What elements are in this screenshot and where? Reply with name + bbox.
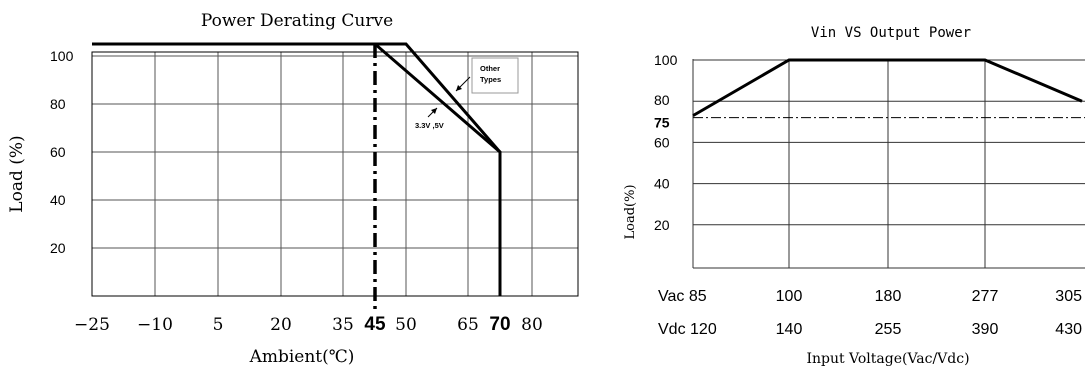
left-x-tick: 65 [457,315,479,335]
right-y-tick: 60 [654,134,670,150]
right-grid [692,59,1085,269]
left-y-tick: 80 [50,96,66,112]
right-x-tick-vac: 100 [776,288,803,305]
left-x-tick: −10 [137,315,173,335]
right-y-tick: 75 [654,115,670,131]
right-y-tick: 80 [654,92,670,108]
right-x-tick-vac: 180 [875,288,902,305]
left-x-tick: 5 [213,315,224,335]
right-x-tick-vdc: 140 [776,321,803,338]
right-x-axis-label: Input Voltage(Vac/Vdc) [806,351,969,367]
left-x-tick: 20 [270,315,292,335]
left-x-axis-label: Ambient(℃) [249,347,355,367]
right-y-tick: 40 [654,176,670,192]
right-y-tick: 20 [654,217,670,233]
series-3v3-5v-arrowhead [431,108,437,114]
left-y-tick: 40 [50,192,66,208]
left-y-axis-label: Load (%) [7,135,27,212]
left-y-tick: 60 [50,144,66,160]
left-x-tick: 70 [489,314,510,335]
vin-vs-output-chart: Vin VS Output Power 100 80 75 60 40 20 Vac 85… [623,25,1085,367]
right-x-tick-vdc: 390 [972,321,999,338]
series-3v3-5v-label: 3.3V ,5V [415,121,444,130]
right-x-tick-vdc: Vdc 120 [658,321,717,338]
left-y-ticks: 100 80 60 40 20 [50,48,74,256]
left-grid [92,52,578,296]
other-types-arrowhead [456,85,462,91]
left-y-tick: 100 [50,48,74,64]
left-x-tick: 80 [521,315,543,335]
left-chart-title: Power Derating Curve [201,11,393,31]
left-x-tick: 50 [395,315,417,335]
right-x-tick-vdc: 255 [875,321,902,338]
left-x-tick: −25 [74,315,110,335]
other-types-label: Other [480,64,500,73]
right-x-tick-vdc: 430 [1055,321,1082,338]
right-x-tick-vac: 305 [1055,288,1082,305]
right-chart-title: Vin VS Output Power [811,25,971,41]
right-y-tick: 100 [654,52,678,68]
right-x-tick-vac: 277 [972,288,999,305]
left-series-other-types [92,42,502,296]
left-x-tick: 35 [332,315,354,335]
right-y-axis-label: Load(%) [623,184,638,239]
right-x-ticks: Vac 85 100 180 277 305 Vdc 120 140 255 390 430 [658,288,1082,338]
other-types-callout-box [471,57,519,94]
left-plot-frame [91,51,579,297]
left-x-tick: 45 [364,314,386,335]
left-x-ticks: −25 −10 5 20 35 45 50 65 70 80 [74,314,543,335]
left-y-tick: 20 [50,240,66,256]
right-x-tick-vac: Vac 85 [658,288,707,305]
left-series-3v3-5v [92,42,502,296]
power-derating-chart: Power Derating Curve 100 80 60 40 20 −25 −10 5… [7,11,579,367]
right-y-ticks: 100 80 75 60 40 20 [654,52,678,233]
other-types-label-2: Types [480,75,501,84]
right-series-load [692,58,1083,117]
